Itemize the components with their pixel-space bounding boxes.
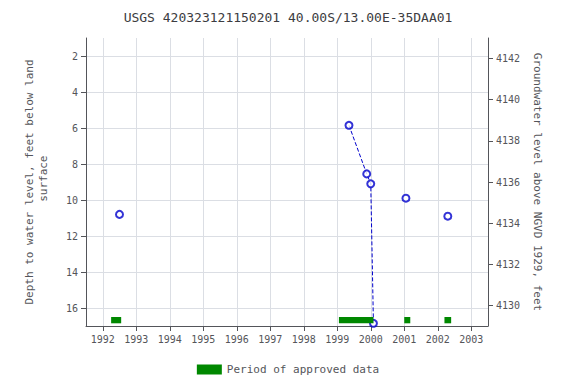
svg-text:4142: 4142 (496, 53, 520, 64)
svg-text:14: 14 (66, 267, 78, 278)
svg-text:16: 16 (66, 303, 78, 314)
svg-text:4134: 4134 (496, 218, 520, 229)
svg-text:10: 10 (66, 195, 78, 206)
svg-text:surface: surface (37, 156, 50, 209)
svg-text:USGS 420323121150201 40.00S/13: USGS 420323121150201 40.00S/13.00E-35DAA… (124, 10, 453, 25)
svg-text:2002: 2002 (426, 334, 450, 345)
svg-text:1997: 1997 (258, 334, 282, 345)
svg-text:1993: 1993 (124, 334, 148, 345)
svg-text:8: 8 (72, 159, 78, 170)
svg-text:1995: 1995 (191, 334, 215, 345)
svg-text:4138: 4138 (496, 135, 520, 146)
svg-text:12: 12 (66, 231, 78, 242)
svg-text:2000: 2000 (359, 334, 383, 345)
svg-text:4132: 4132 (496, 259, 520, 270)
svg-text:1998: 1998 (292, 334, 316, 345)
svg-text:1994: 1994 (158, 334, 182, 345)
svg-text:Period of approved data: Period of approved data (227, 363, 379, 376)
svg-text:Depth to water level, feet bel: Depth to water level, feet below land (23, 59, 36, 304)
svg-text:2001: 2001 (392, 334, 416, 345)
svg-text:2003: 2003 (459, 334, 483, 345)
svg-text:4140: 4140 (496, 94, 520, 105)
svg-text:Groundwater level above NGVD 1: Groundwater level above NGVD 1929, feet (531, 53, 544, 311)
svg-text:1996: 1996 (225, 334, 249, 345)
svg-text:2: 2 (72, 51, 78, 62)
svg-text:4136: 4136 (496, 177, 520, 188)
svg-text:4130: 4130 (496, 300, 520, 311)
svg-text:6: 6 (72, 123, 78, 134)
svg-text:1992: 1992 (91, 334, 115, 345)
svg-text:1999: 1999 (325, 334, 349, 345)
svg-text:4: 4 (72, 87, 78, 98)
